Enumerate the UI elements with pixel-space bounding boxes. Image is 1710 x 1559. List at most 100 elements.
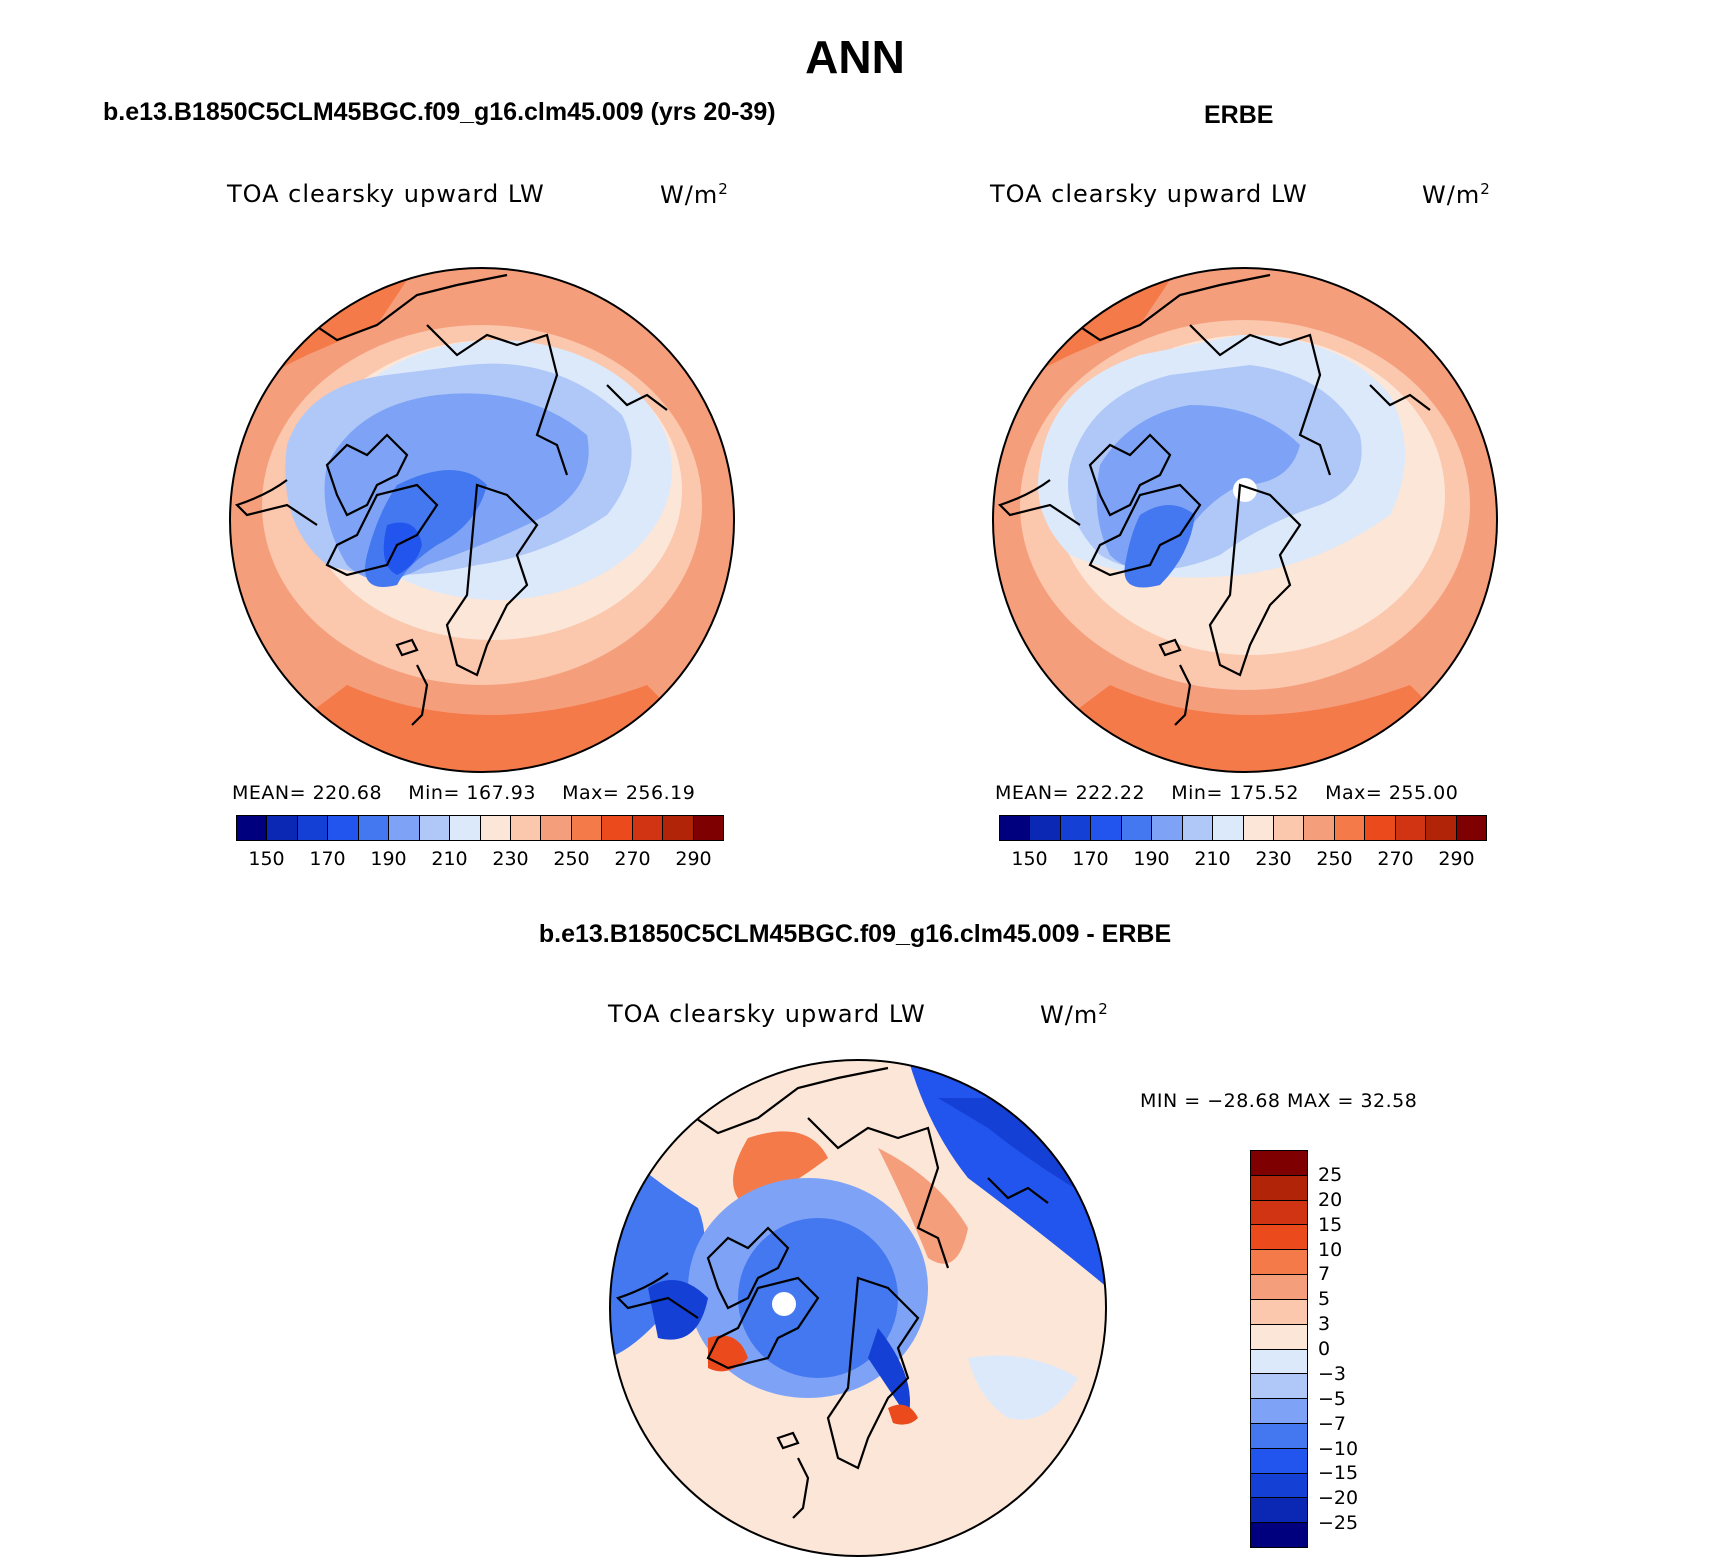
map-diff-negative-region xyxy=(868,1328,910,1418)
diff-colorbar-tick-label: 20 xyxy=(1318,1188,1343,1211)
model-colorbar-swatch xyxy=(541,816,572,840)
map-obs-boundary xyxy=(992,267,1498,773)
model-colorbar-swatch xyxy=(389,816,420,840)
obs-colorbar-swatch xyxy=(1121,816,1153,840)
panel-diff-map xyxy=(609,1059,1107,1557)
diff-colorbar-tick-label: −7 xyxy=(1318,1412,1347,1435)
model-colorbar-swatch xyxy=(450,816,481,840)
map-diff-pole-gap xyxy=(772,1292,796,1316)
model-colorbar-tick-label: 250 xyxy=(553,848,590,870)
diff-colorbar-tick-label: 15 xyxy=(1318,1213,1343,1236)
model-colorbar-swatch xyxy=(632,816,664,840)
obs-colorbar-swatch xyxy=(1334,816,1366,840)
diff-colorbar-tick-label: 0 xyxy=(1318,1338,1331,1360)
panel-diff-title: b.e13.B1850C5CLM45BGC.f09_g16.clm45.009 … xyxy=(538,920,1172,948)
diff-colorbar-swatch xyxy=(1251,1498,1307,1524)
model-colorbar-swatch xyxy=(693,816,723,840)
diff-colorbar-tick-label: 3 xyxy=(1318,1313,1331,1336)
model-colorbar-swatch xyxy=(297,816,329,840)
model-colorbar-swatch xyxy=(571,816,603,840)
diff-colorbar-swatch xyxy=(1251,1448,1307,1474)
obs-colorbar-tick-label: 270 xyxy=(1377,848,1414,870)
obs-colorbar-tick-label: 210 xyxy=(1194,848,1231,870)
obs-colorbar-swatch xyxy=(1152,816,1183,840)
obs-colorbar-tick-label: 230 xyxy=(1255,848,1292,870)
diff-colorbar-swatch xyxy=(1251,1175,1307,1201)
model-colorbar-swatch xyxy=(510,816,542,840)
model-colorbar-swatch xyxy=(267,816,298,840)
map-model-coastlines xyxy=(234,273,668,726)
panel-obs-map xyxy=(992,267,1498,773)
diff-colorbar-tick-label: −10 xyxy=(1318,1437,1359,1460)
model-colorbar-swatch xyxy=(358,816,390,840)
diff-colorbar-swatch xyxy=(1251,1324,1307,1350)
model-colorbar-swatch xyxy=(602,816,633,840)
diff-colorbar-tick-label: −25 xyxy=(1318,1512,1359,1535)
obs-colorbar-swatch xyxy=(1456,816,1486,840)
map-model-band-170 xyxy=(383,522,422,575)
model-colorbar-swatch xyxy=(328,816,359,840)
diff-colorbar-tick-label: −3 xyxy=(1318,1362,1347,1385)
map-diff-negative-region xyxy=(968,1355,1078,1420)
obs-colorbar-swatch xyxy=(1395,816,1427,840)
panel-diff-units: W/m2 xyxy=(1040,1000,1109,1029)
diff-colorbar-tick-label: −5 xyxy=(1318,1387,1347,1410)
model-colorbar-tick-label: 170 xyxy=(309,848,346,870)
diff-colorbar-swatch xyxy=(1251,1200,1307,1226)
model-colorbar-tick-label: 290 xyxy=(675,848,712,870)
obs-colorbar-tick-label: 170 xyxy=(1072,848,1109,870)
model-colorbar-tick-label: 210 xyxy=(431,848,468,870)
diff-colorbar-swatch xyxy=(1251,1399,1307,1424)
obs-colorbar-tick-label: 150 xyxy=(1011,848,1048,870)
obs-colorbar-swatch xyxy=(1426,816,1457,840)
panel-obs-title: ERBE xyxy=(1204,101,1274,129)
map-diff-positive-region xyxy=(878,1148,968,1264)
obs-colorbar-tick-label: 290 xyxy=(1438,848,1475,870)
diff-colorbar-tick-label: 7 xyxy=(1318,1263,1331,1286)
model-colorbar-tick-label: 150 xyxy=(248,848,285,870)
obs-colorbar-swatch xyxy=(1030,816,1061,840)
obs-colorbar-swatch xyxy=(1365,816,1396,840)
diff-colorbar-swatch xyxy=(1251,1523,1307,1547)
diff-colorbar-tick-label: 25 xyxy=(1318,1163,1343,1186)
panel-diff-variable: TOA clearsky upward LW xyxy=(608,1000,926,1028)
obs-colorbar-swatch xyxy=(1060,816,1092,840)
model-colorbar-tick-label: 270 xyxy=(614,848,651,870)
map-diff-boundary xyxy=(609,1059,1107,1557)
panel-model-units: W/m2 xyxy=(660,180,729,209)
map-diff-positive-region xyxy=(888,1404,918,1425)
obs-colorbar-swatch xyxy=(1182,816,1214,840)
model-colorbar-swatch xyxy=(237,816,268,840)
diff-colorbar-tick-label: 10 xyxy=(1318,1238,1343,1261)
panel-obs-variable: TOA clearsky upward LW xyxy=(990,180,1308,208)
panel-obs-stats: MEAN= 222.22 Min= 175.52 Max= 255.00 xyxy=(995,782,1459,804)
map-model-boundary xyxy=(229,267,735,773)
panel-diff-stats: MIN = −28.68 MAX = 32.58 xyxy=(1140,1090,1418,1112)
model-colorbar-tick-label: 190 xyxy=(370,848,407,870)
diff-colorbar-tick-label: −20 xyxy=(1318,1487,1359,1510)
diff-colorbar-tick-label: 5 xyxy=(1318,1288,1331,1311)
obs-colorbar-swatch xyxy=(1243,816,1274,840)
model-colorbar-swatch xyxy=(480,816,511,840)
panel-model-variable: TOA clearsky upward LW xyxy=(227,180,545,208)
diff-colorbar-swatch xyxy=(1251,1299,1307,1325)
diff-colorbar-swatch xyxy=(1251,1423,1307,1449)
obs-colorbar-swatch xyxy=(1304,816,1335,840)
diff-colorbar-swatch xyxy=(1251,1225,1307,1251)
panel-obs-colorbar xyxy=(999,815,1487,841)
diff-colorbar-swatch xyxy=(1251,1151,1307,1176)
model-colorbar-swatch xyxy=(419,816,451,840)
diff-colorbar-swatch xyxy=(1251,1374,1307,1400)
panel-diff-colorbar xyxy=(1250,1150,1308,1548)
obs-colorbar-tick-label: 190 xyxy=(1133,848,1170,870)
model-colorbar-swatch xyxy=(663,816,694,840)
panel-model-colorbar xyxy=(236,815,724,841)
diff-colorbar-swatch xyxy=(1251,1250,1307,1276)
diff-colorbar-swatch xyxy=(1251,1473,1307,1499)
figure-title: ANN xyxy=(805,31,905,83)
panel-model-map xyxy=(229,267,735,773)
map-diff-negative-region xyxy=(648,1280,708,1340)
obs-colorbar-swatch xyxy=(1213,816,1244,840)
obs-colorbar-swatch xyxy=(1091,816,1122,840)
panel-obs-units: W/m2 xyxy=(1422,180,1491,209)
